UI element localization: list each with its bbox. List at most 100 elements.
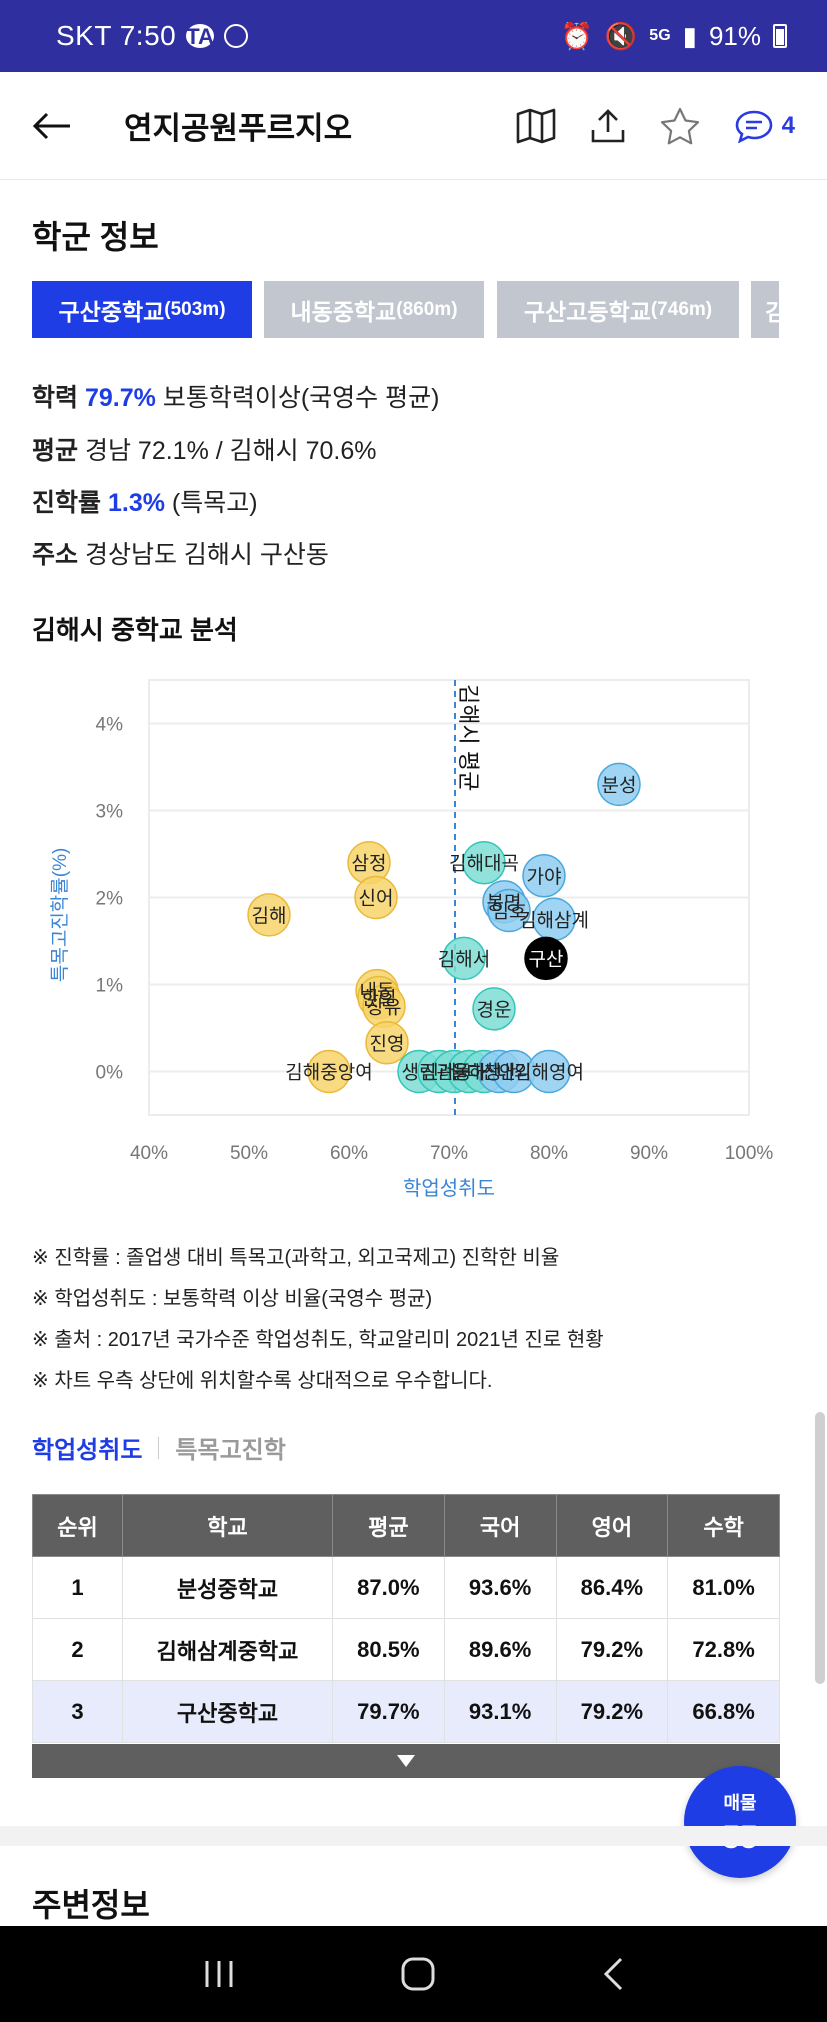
y-tick-label: 1% — [96, 976, 124, 997]
map-icon[interactable] — [516, 108, 556, 144]
col-english: 영어 — [555, 1494, 669, 1557]
tab-special-high[interactable]: 특목고진학 — [175, 1437, 286, 1464]
data-point — [472, 987, 516, 1031]
data-point-label: 임호 — [492, 901, 527, 923]
data-point-label: 김해삼계 — [519, 909, 589, 931]
col-korean: 국어 — [443, 1494, 557, 1557]
average-value: 경남 72.1% / 김해시 70.6% — [84, 437, 377, 465]
note-line: ※ 진학률 : 졸업생 대비 특목고(과학고, 외고국제고) 진학한 비율 — [32, 1247, 560, 1269]
app-header: 연지공원푸르지오 4 — [0, 72, 827, 180]
back-button[interactable] — [32, 106, 72, 146]
note-line: ※ 출처 : 2017년 국가수준 학업성취도, 학교알리미 2021년 진로 … — [32, 1329, 604, 1351]
nearby-title: 주변정보 — [32, 1887, 150, 1923]
advance-label: 진학률 — [32, 489, 102, 517]
cell-average: 87.0% — [332, 1556, 445, 1619]
data-point-label: 생림 — [402, 1062, 437, 1084]
back-nav-icon[interactable] — [601, 1956, 625, 1992]
x-tick-label: 70% — [430, 1143, 468, 1164]
data-point — [597, 762, 641, 807]
cell-math: 66.8% — [667, 1680, 780, 1743]
cell-math: 72.8% — [667, 1618, 780, 1681]
do-not-disturb-icon — [224, 24, 249, 48]
data-point — [365, 1021, 409, 1065]
cell-average: 80.5% — [332, 1618, 445, 1681]
status-bar: SKT 7:50 TALK ⏰ 🔇 5G ▮ 91% — [0, 0, 827, 72]
alarm-icon: ⏰ — [560, 20, 593, 51]
col-math: 수학 — [667, 1494, 780, 1557]
data-point-label: 김해대곡 — [449, 853, 519, 875]
cell-english: 79.2% — [555, 1680, 669, 1743]
tab-school-dist: (503m) — [164, 298, 226, 320]
data-point-label: 한일 — [362, 988, 397, 1010]
col-school: 학교 — [122, 1494, 333, 1557]
school-scatter-chart: 0% 1% 2% 3% 4% 40% 50% 60% 70% 80% 90% 100% 학업성취도 특목고… — [49, 679, 774, 1200]
y-axis-title: 특목고진학률(%) — [49, 848, 71, 982]
table-row[interactable]: 2 김해삼계중학교 80.5% 89.6% 79.2% 72.8% — [32, 1618, 780, 1681]
section-divider — [0, 1826, 827, 1846]
table-row[interactable]: 1 분성중학교 87.0% 93.6% 86.4% 81.0% — [32, 1556, 780, 1619]
chat-bubble-icon — [735, 110, 772, 143]
col-rank: 순위 — [32, 1494, 123, 1557]
data-point-label: 장유 — [367, 996, 402, 1018]
y-tick-label: 4% — [96, 715, 124, 736]
x-tick-label: 100% — [725, 1143, 774, 1164]
recent-apps-icon[interactable] — [202, 1959, 236, 1989]
info-achievement: 학력 79.7% 보통학력이상(국영수 평균) — [32, 378, 439, 414]
data-point-label: 내동 — [360, 981, 395, 1003]
home-icon[interactable] — [400, 1956, 436, 1992]
data-point-label: 가야 — [527, 866, 562, 888]
achievement-label: 학력 — [32, 384, 79, 412]
data-point — [527, 1049, 571, 1094]
comment-count: 4 — [781, 111, 795, 139]
table-header-row: 순위 학교 평균 국어 영어 수학 — [32, 1494, 780, 1557]
tab-school-name: 김 — [765, 298, 779, 325]
tab-school-1[interactable]: 내동중학교 (860m) — [264, 281, 484, 338]
average-label: 평균 — [32, 437, 79, 465]
cell-school: 구산중학교 — [122, 1680, 333, 1743]
status-right: ⏰ 🔇 5G ▮ 91% — [561, 21, 787, 52]
data-point-label: 김해영여 — [514, 1062, 584, 1084]
x-axis-title: 학업성취도 — [403, 1177, 495, 1200]
tab-school-name: 구산중학교 — [58, 298, 165, 325]
x-tick-label: 60% — [330, 1143, 368, 1164]
note-line: ※ 차트 우측 상단에 위치할수록 상대적으로 우수합니다. — [32, 1370, 493, 1392]
tab-school-3[interactable]: 김 — [751, 281, 779, 338]
data-point — [524, 936, 568, 981]
x-tick-label: 40% — [130, 1143, 168, 1164]
info-address: 주소 경상남도 김해시 구산동 — [32, 535, 329, 571]
tab-achievement[interactable]: 학업성취도 — [32, 1437, 143, 1464]
header-actions: 4 — [516, 107, 795, 145]
comments-button[interactable]: 4 — [734, 109, 795, 143]
listings-fab[interactable]: 매물 55 — [684, 1766, 796, 1878]
cell-average: 79.7% — [332, 1680, 445, 1743]
cell-school: 김해삼계중학교 — [122, 1618, 333, 1681]
average-reference-label: 김해시 평균 — [456, 684, 481, 791]
advance-desc: (특목고) — [171, 489, 258, 517]
address-value: 경상남도 김해시 구산동 — [84, 541, 329, 569]
battery-percent: 91% — [708, 20, 761, 51]
cell-english: 79.2% — [555, 1618, 669, 1681]
tab-school-2[interactable]: 구산고등학교 (746m) — [497, 281, 739, 338]
table-row-selected[interactable]: 3 구산중학교 79.7% 93.1% 79.2% 66.8% — [32, 1680, 780, 1743]
data-point — [354, 875, 398, 920]
scrollbar[interactable] — [815, 1412, 825, 1684]
cell-rank: 1 — [32, 1556, 123, 1619]
ranking-table: 순위 학교 평균 국어 영어 수학 1 분성중학교 87.0% 93.6% 86… — [32, 1494, 780, 1743]
cell-math: 81.0% — [667, 1556, 780, 1619]
info-advance-rate: 진학률 1.3% (특목고) — [32, 483, 258, 519]
y-tick-label: 0% — [96, 1063, 124, 1084]
data-point-label: 신어 — [359, 888, 394, 910]
star-icon[interactable] — [660, 107, 700, 145]
data-point — [487, 888, 531, 933]
cell-korean: 93.6% — [443, 1556, 557, 1619]
cell-english: 86.4% — [555, 1556, 669, 1619]
data-point-label: 진영 — [370, 1033, 405, 1055]
data-point — [522, 854, 566, 898]
y-tick-label: 2% — [96, 889, 124, 910]
table-expand-button[interactable] — [32, 1744, 780, 1778]
tab-school-0[interactable]: 구산중학교 (503m) — [32, 281, 252, 338]
network-type: 5G — [649, 27, 671, 44]
data-point — [462, 840, 506, 885]
fab-label: 매물 — [723, 1792, 757, 1813]
share-icon[interactable] — [590, 108, 626, 144]
